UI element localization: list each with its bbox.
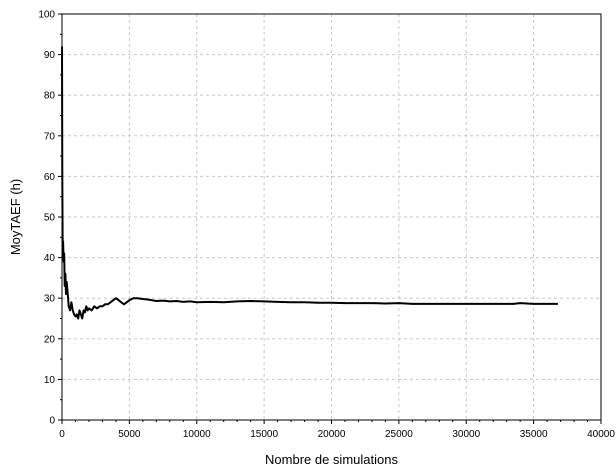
grid-lines bbox=[62, 14, 601, 420]
x-tick-label: 0 bbox=[59, 429, 65, 440]
x-tick-label: 35000 bbox=[520, 429, 548, 440]
y-tick-label: 70 bbox=[44, 131, 56, 142]
series-line bbox=[61, 46, 558, 320]
y-tick-label: 0 bbox=[49, 416, 55, 427]
y-tick-label: 80 bbox=[44, 91, 56, 102]
x-tick-label: 20000 bbox=[318, 429, 346, 440]
x-tick-label: 10000 bbox=[183, 429, 211, 440]
y-tick-label: 40 bbox=[44, 253, 56, 264]
y-tick-label: 30 bbox=[44, 294, 56, 305]
y-tick-label: 100 bbox=[38, 10, 55, 21]
axis-ticks bbox=[58, 13, 602, 424]
x-tick-labels: 0 5000 10000 15000 20000 25000 30000 35000 40000 bbox=[59, 429, 615, 440]
x-tick-label: 15000 bbox=[250, 429, 278, 440]
y-axis-title: MoyTAEF (h) bbox=[8, 179, 23, 255]
x-tick-label: 5000 bbox=[118, 429, 141, 440]
y-tick-label: 60 bbox=[44, 172, 56, 183]
x-tick-label: 30000 bbox=[452, 429, 480, 440]
y-tick-label: 10 bbox=[44, 375, 56, 386]
y-tick-label: 90 bbox=[44, 50, 56, 61]
y-tick-label: 20 bbox=[44, 334, 56, 345]
y-tick-labels: 0 10 20 30 40 50 60 70 80 90 100 bbox=[38, 10, 55, 427]
y-tick-label: 50 bbox=[44, 213, 56, 224]
x-axis-title: Nombre de simulations bbox=[265, 452, 398, 467]
x-tick-label: 25000 bbox=[385, 429, 413, 440]
x-tick-label: 40000 bbox=[587, 429, 615, 440]
